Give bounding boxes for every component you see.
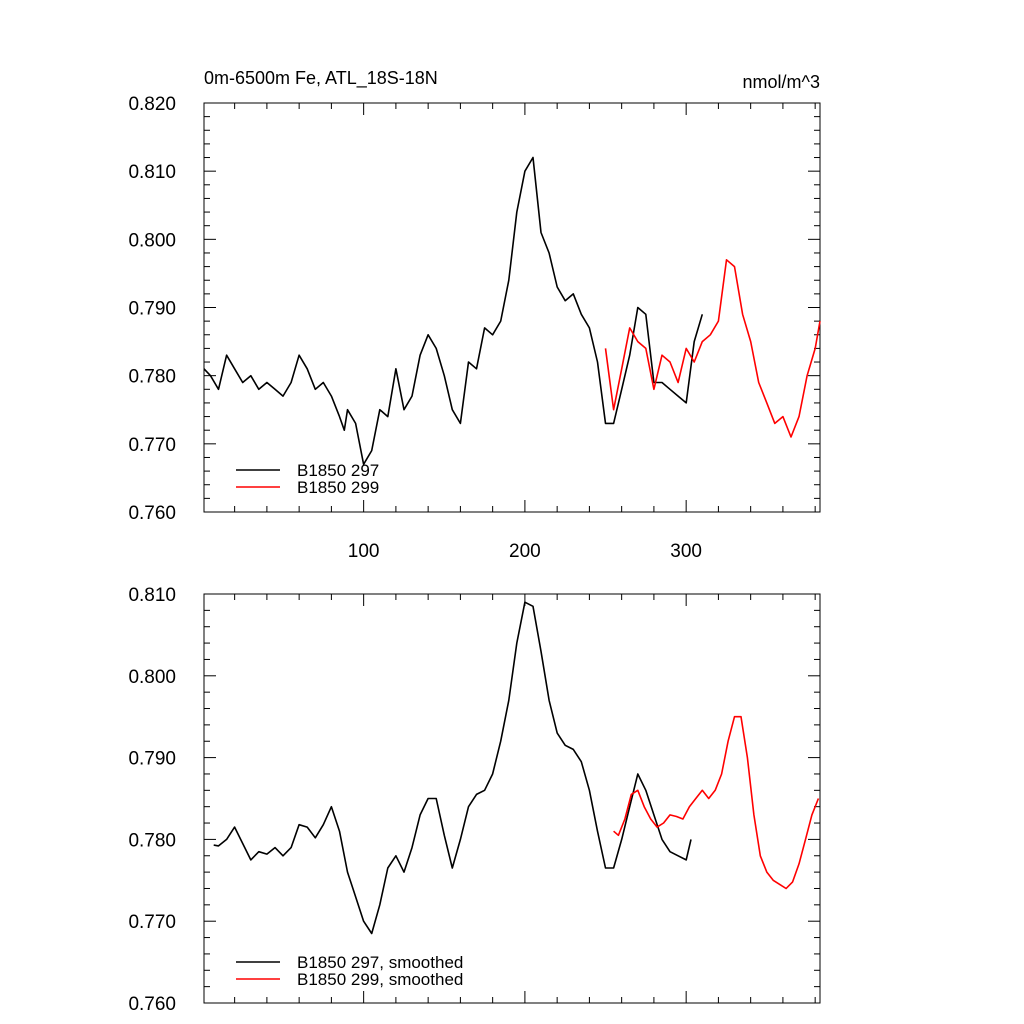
series-line-2 [604,258,821,438]
x-tick-label: 200 [509,541,541,562]
legend-label-2: B1850 299, smoothed [297,970,463,989]
x-tick-label: 300 [670,541,702,562]
y-tick-label: 0.810 [128,585,176,606]
y-tick-label: 0.810 [128,162,176,183]
legend-label-1: B1850 297 [297,461,379,480]
y-tick-label: 0.760 [128,503,176,524]
y-tick-label: 0.800 [128,230,176,251]
y-tick-label: 0.790 [128,749,176,770]
y-tick-label: 0.770 [128,912,176,933]
chart-title: 0m-6500m Fe, ATL_18S-18N [204,68,438,89]
legend-label-1: B1850 297, smoothed [297,953,463,972]
units-label: nmol/m^3 [743,72,820,92]
raw-series-panel: 0.760 0.770 0.780 0.790 0.800 0.810 0.820 100 20… [128,94,821,562]
y-tick-label: 0.790 [128,299,176,320]
y-tick-label: 0.760 [128,994,176,1015]
series-line-1 [213,601,692,935]
smoothed-series-panel: 0.760 0.770 0.780 0.790 0.800 0.810 B1850 297,… [128,585,821,1015]
y-tick-label: 0.780 [128,367,176,388]
series-line-2 [613,715,820,890]
plot-frame [203,593,821,1004]
y-tick-label: 0.780 [128,830,176,851]
plot-frame [203,102,821,513]
y-tick-label: 0.820 [128,94,176,115]
y-tick-label: 0.770 [128,435,176,456]
series-line-1 [203,156,704,466]
x-tick-label: 100 [348,541,380,562]
legend-label-2: B1850 299 [297,478,379,497]
y-tick-label: 0.800 [128,667,176,688]
